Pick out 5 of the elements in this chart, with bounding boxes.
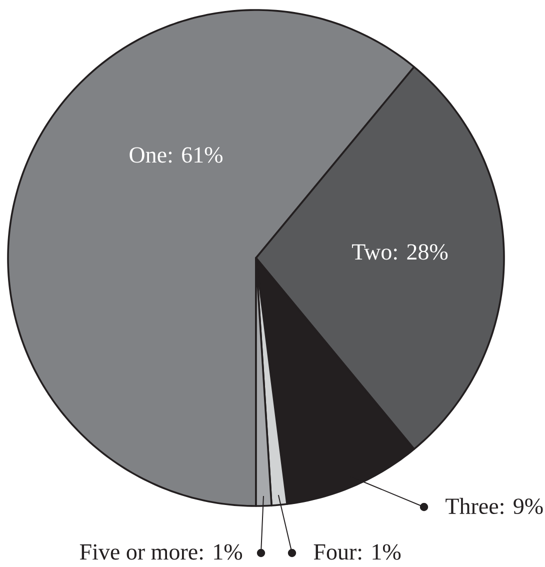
data-label: One: 61%: [130, 147, 222, 163]
data-label: Four: 1%: [314, 544, 401, 560]
data-label: Two: 28%: [352, 244, 448, 260]
data-label: Three: 9%: [446, 498, 543, 514]
data-label: Five or more: 1%: [80, 544, 242, 560]
